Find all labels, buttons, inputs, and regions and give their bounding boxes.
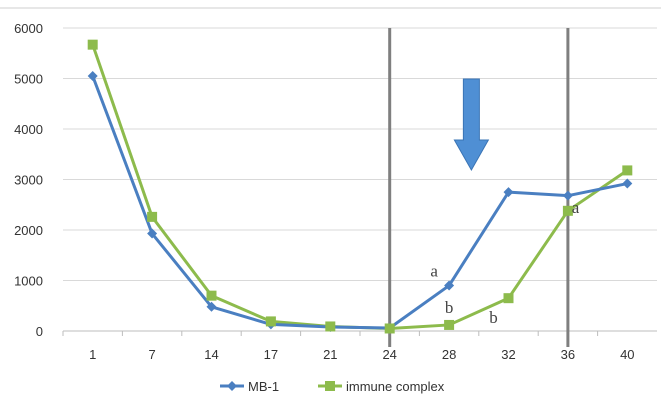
x-tick-label: 14 bbox=[204, 347, 218, 362]
x-tick-label: 7 bbox=[148, 347, 155, 362]
data-point-mb1 bbox=[147, 228, 158, 239]
data-point-immune-complex bbox=[384, 323, 395, 334]
data-point-immune-complex bbox=[87, 39, 98, 50]
x-tick-label: 17 bbox=[264, 347, 278, 362]
data-point-immune-complex bbox=[562, 205, 573, 216]
x-tick-label: 40 bbox=[620, 347, 634, 362]
annotation-label: a bbox=[572, 198, 580, 217]
annotation-label: b bbox=[445, 298, 454, 317]
legend: MB-1 immune complex bbox=[220, 379, 445, 394]
data-point-immune-complex bbox=[444, 319, 455, 330]
data-point-immune-complex bbox=[622, 165, 633, 176]
data-point-mb1 bbox=[562, 190, 573, 201]
data-point-mb1 bbox=[87, 70, 98, 81]
data-point-immune-complex bbox=[206, 290, 217, 301]
annotation-label: a bbox=[430, 262, 438, 281]
series-lines bbox=[91, 44, 629, 330]
down-arrow bbox=[453, 78, 490, 172]
legend-marker bbox=[227, 381, 237, 391]
data-point-mb1 bbox=[206, 301, 217, 312]
x-tick-label: 24 bbox=[382, 347, 396, 362]
down-arrow-icon bbox=[453, 78, 490, 172]
x-tick-label: 32 bbox=[501, 347, 515, 362]
legend-label: immune complex bbox=[346, 379, 445, 394]
data-point-mb1 bbox=[503, 187, 514, 198]
data-point-immune-complex bbox=[265, 316, 276, 327]
x-tick-label: 21 bbox=[323, 347, 337, 362]
y-tick-label: 1000 bbox=[14, 274, 43, 289]
y-tick-label: 4000 bbox=[14, 122, 43, 137]
y-axis-tick-labels: 0 1000 2000 3000 4000 5000 6000 bbox=[14, 21, 43, 339]
annotation-label: b bbox=[489, 308, 498, 327]
legend-label: MB-1 bbox=[248, 379, 279, 394]
data-point-immune-complex bbox=[503, 293, 514, 304]
y-tick-label: 2000 bbox=[14, 223, 43, 238]
series-markers bbox=[87, 39, 633, 334]
y-tick-label: 3000 bbox=[14, 173, 43, 188]
y-tick-label: 5000 bbox=[14, 72, 43, 87]
series-line-immune-complex bbox=[91, 44, 629, 330]
series-line-mb1 bbox=[91, 75, 628, 330]
y-tick-label: 0 bbox=[36, 324, 43, 339]
x-axis-tick-labels: 1 7 14 17 21 24 28 32 36 40 bbox=[89, 347, 634, 362]
x-tick-label: 36 bbox=[561, 347, 575, 362]
data-point-immune-complex bbox=[325, 321, 336, 332]
vertical-marker-lines bbox=[388, 28, 570, 347]
y-tick-label: 6000 bbox=[14, 21, 43, 36]
legend-marker bbox=[325, 381, 335, 391]
x-tick-label: 1 bbox=[89, 347, 96, 362]
x-tick-label: 28 bbox=[442, 347, 456, 362]
data-point-mb1 bbox=[622, 178, 633, 189]
data-point-immune-complex bbox=[147, 211, 158, 222]
data-point-mb1 bbox=[444, 280, 455, 291]
